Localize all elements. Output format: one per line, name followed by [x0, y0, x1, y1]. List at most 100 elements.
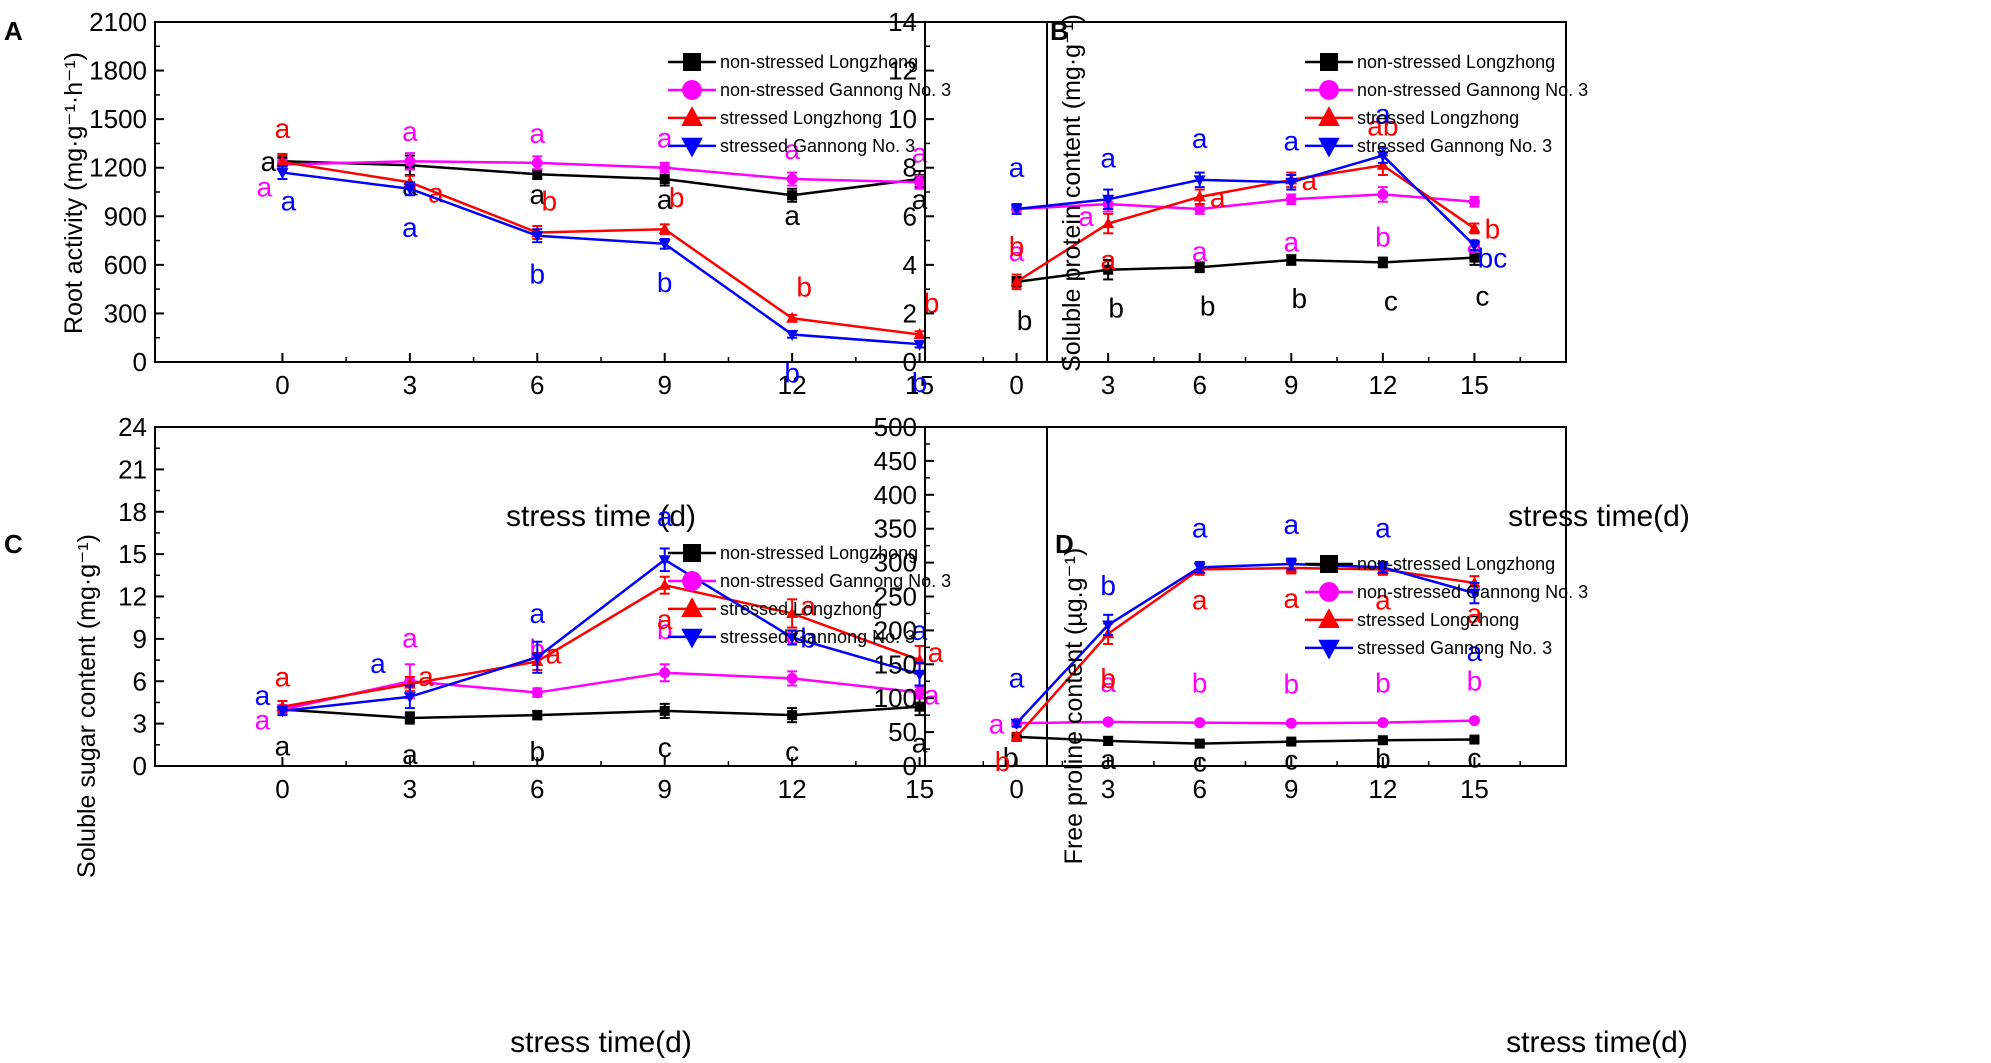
significance-letter: a — [1009, 662, 1025, 693]
significance-letter: bc — [1478, 242, 1508, 273]
significance-letter: a — [1283, 583, 1299, 614]
significance-letter: a — [1192, 236, 1208, 267]
series-marker — [1318, 137, 1340, 158]
series-line — [282, 159, 920, 197]
significance-letter: c — [1475, 281, 1489, 312]
y-tick-label: 18 — [118, 497, 147, 527]
y-tick-label: 12 — [118, 582, 147, 612]
legend-entry: stressed Gannong No. 3 — [1357, 638, 1552, 658]
series-marker — [681, 137, 703, 158]
significance-letter: c — [1384, 285, 1398, 316]
y-axis-label: Soluble protein content (mg·g⁻¹) — [1058, 14, 1086, 372]
significance-letter: a — [1210, 182, 1226, 213]
series-marker — [659, 667, 671, 679]
legend-entry: stressed Longzhong — [1357, 108, 1519, 128]
series-marker — [276, 168, 289, 180]
significance-letter: b — [669, 182, 685, 213]
x-tick-label: 6 — [1192, 370, 1206, 400]
significance-letter: a — [1192, 123, 1208, 154]
x-tick-label: 12 — [778, 774, 807, 804]
significance-letter: a — [529, 179, 545, 210]
series-marker — [914, 176, 926, 188]
significance-letter: a — [1100, 744, 1116, 775]
significance-letter: a — [1100, 667, 1116, 698]
significance-letter: b — [1485, 213, 1501, 244]
legend-entry: stressed Gannong No. 3 — [1357, 136, 1552, 156]
series-marker — [1377, 257, 1388, 268]
x-tick-label: 9 — [1284, 774, 1298, 804]
series-marker — [1377, 717, 1389, 729]
significance-letter: b — [1467, 666, 1483, 697]
legend-entry: stressed Longzhong — [1357, 610, 1519, 630]
series-marker — [1285, 559, 1298, 571]
series-marker — [1103, 735, 1114, 746]
series-marker — [1193, 190, 1206, 202]
significance-letter: b — [784, 357, 800, 388]
significance-letter: a — [1100, 245, 1116, 276]
y-tick-label: 6 — [133, 666, 147, 696]
x-tick-label: 3 — [1101, 370, 1115, 400]
significance-letter: a — [784, 200, 800, 231]
significance-letter: a — [257, 171, 273, 202]
series-marker — [683, 544, 701, 562]
significance-letter: b — [1375, 743, 1391, 774]
series-line — [1016, 735, 1475, 745]
panel-b: B 0246810121403691215bbbbccaaaababaaaabb… — [888, 7, 1690, 533]
significance-letter: a — [402, 622, 418, 653]
significance-letter: a — [281, 186, 297, 217]
series-line — [282, 171, 920, 346]
x-tick-label: 9 — [1284, 370, 1298, 400]
series-marker — [786, 632, 799, 644]
y-tick-label: 400 — [874, 480, 917, 510]
series-marker — [658, 222, 671, 234]
panel-label: D — [1055, 529, 1074, 559]
series-marker — [913, 653, 926, 665]
y-tick-label: 1800 — [89, 56, 147, 86]
y-tick-label: 500 — [874, 412, 917, 442]
series-line — [1016, 193, 1475, 211]
significance-letter: b — [796, 271, 812, 302]
series-marker — [1469, 252, 1480, 263]
x-axis-label: stress time(d) — [1508, 500, 1690, 533]
series-marker — [1376, 562, 1389, 574]
y-axis-label: Free proline content (µg.g⁻¹) — [1060, 548, 1088, 865]
y-tick-label: 600 — [104, 250, 147, 280]
x-tick-label: 3 — [1101, 774, 1115, 804]
y-tick-label: 0 — [133, 347, 147, 377]
series-stressed-gannong-no-3: aba a aa — [1009, 509, 1483, 730]
y-tick-label: 1500 — [89, 104, 147, 134]
y-tick-label: 2100 — [89, 7, 147, 37]
x-tick-label: 12 — [1368, 774, 1397, 804]
legend: non-stressed Longzhong non-stressed Ganno… — [668, 543, 951, 649]
y-tick-label: 200 — [874, 615, 917, 645]
x-axis-label: stress time(d) — [510, 1026, 692, 1059]
series-marker — [787, 190, 798, 201]
significance-letter: a — [418, 661, 434, 692]
significance-letter: a — [255, 705, 271, 736]
significance-letter: a — [1283, 226, 1299, 257]
series-marker — [1102, 716, 1114, 728]
significance-letter: c — [1467, 743, 1481, 774]
series-marker — [1376, 151, 1389, 163]
series-marker — [786, 173, 798, 185]
panel-label: B — [1050, 16, 1069, 46]
y-axis-label: Root activity (mg·g⁻¹·h⁻¹) — [60, 52, 88, 334]
series-marker — [659, 705, 670, 716]
series-marker — [1286, 736, 1297, 747]
y-tick-label: 2 — [903, 298, 917, 328]
series-marker — [659, 162, 671, 174]
series-marker — [1286, 255, 1297, 265]
significance-letter: a — [402, 739, 418, 770]
legend-entry: non-stressed Gannong No. 3 — [720, 80, 951, 100]
x-axis-label: stress time (d) — [506, 500, 696, 533]
series-line — [1016, 719, 1475, 725]
series-marker — [1285, 193, 1297, 205]
significance-letter: a — [657, 184, 673, 215]
series-marker — [681, 628, 703, 649]
